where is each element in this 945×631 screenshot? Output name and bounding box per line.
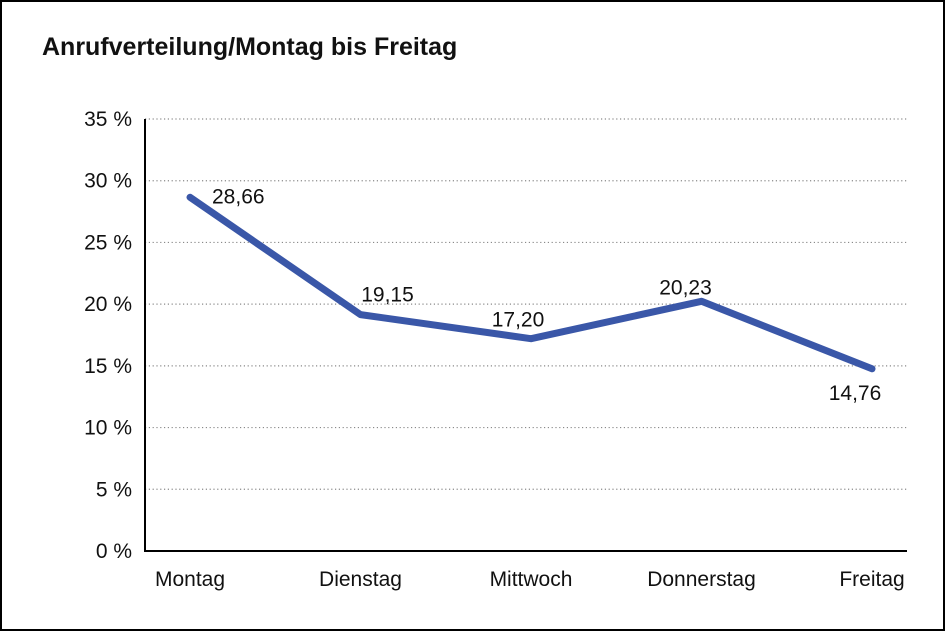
data-value-label: 17,20 <box>492 309 545 332</box>
data-value-label: 14,76 <box>829 382 882 405</box>
series-line <box>186 193 876 373</box>
x-category-label: Dienstag <box>319 568 402 591</box>
y-tick-label: 10 % <box>84 417 132 440</box>
y-tick-label: 20 % <box>84 293 132 316</box>
data-value-label: 19,15 <box>361 284 414 307</box>
data-value-label: 20,23 <box>659 276 712 299</box>
data-value-label: 28,66 <box>212 185 265 208</box>
y-tick-label: 30 % <box>84 170 132 193</box>
x-category-label: Mittwoch <box>490 568 573 591</box>
x-category-label: Donnerstag <box>647 568 756 591</box>
y-tick-label: 25 % <box>84 231 132 254</box>
y-tick-label: 5 % <box>96 478 132 501</box>
x-category-label: Montag <box>155 568 225 591</box>
chart-title: Anrufverteilung/Montag bis Freitag <box>42 33 458 61</box>
y-tick-label: 0 % <box>96 540 132 563</box>
y-tick-label: 15 % <box>84 355 132 378</box>
x-category-label: Freitag <box>839 568 904 591</box>
y-tick-label: 35 % <box>84 108 132 131</box>
